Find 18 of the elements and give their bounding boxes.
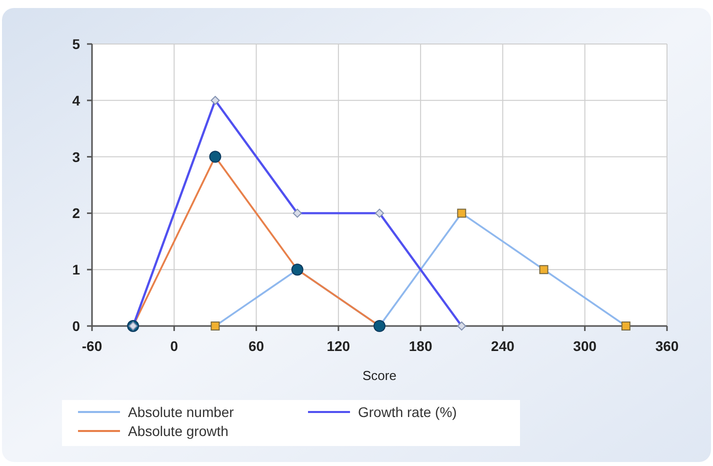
y-tick-label: 1 bbox=[72, 262, 80, 278]
x-tick-label: 60 bbox=[248, 338, 264, 354]
y-tick-label: 3 bbox=[72, 148, 80, 165]
x-tick-label: 240 bbox=[491, 338, 515, 354]
y-tick-label: 0 bbox=[72, 318, 80, 334]
x-tick-label: 300 bbox=[573, 338, 597, 354]
x-tick-label: 180 bbox=[408, 338, 432, 354]
x-tick-label: -60 bbox=[82, 338, 102, 354]
legend-label: Growth rate (%) bbox=[358, 404, 457, 420]
x-tick-label: 360 bbox=[655, 338, 679, 354]
y-tick-label: 5 bbox=[72, 36, 80, 52]
x-axis-title: Score bbox=[362, 368, 396, 383]
x-tick-label: 0 bbox=[170, 338, 178, 354]
legend-label: Absolute growth bbox=[128, 423, 228, 439]
y-tick-label: 2 bbox=[72, 205, 80, 222]
y-tick-label: 4 bbox=[72, 92, 80, 108]
x-tick-label: 120 bbox=[326, 338, 350, 354]
legend-label: Absolute number bbox=[128, 404, 234, 420]
